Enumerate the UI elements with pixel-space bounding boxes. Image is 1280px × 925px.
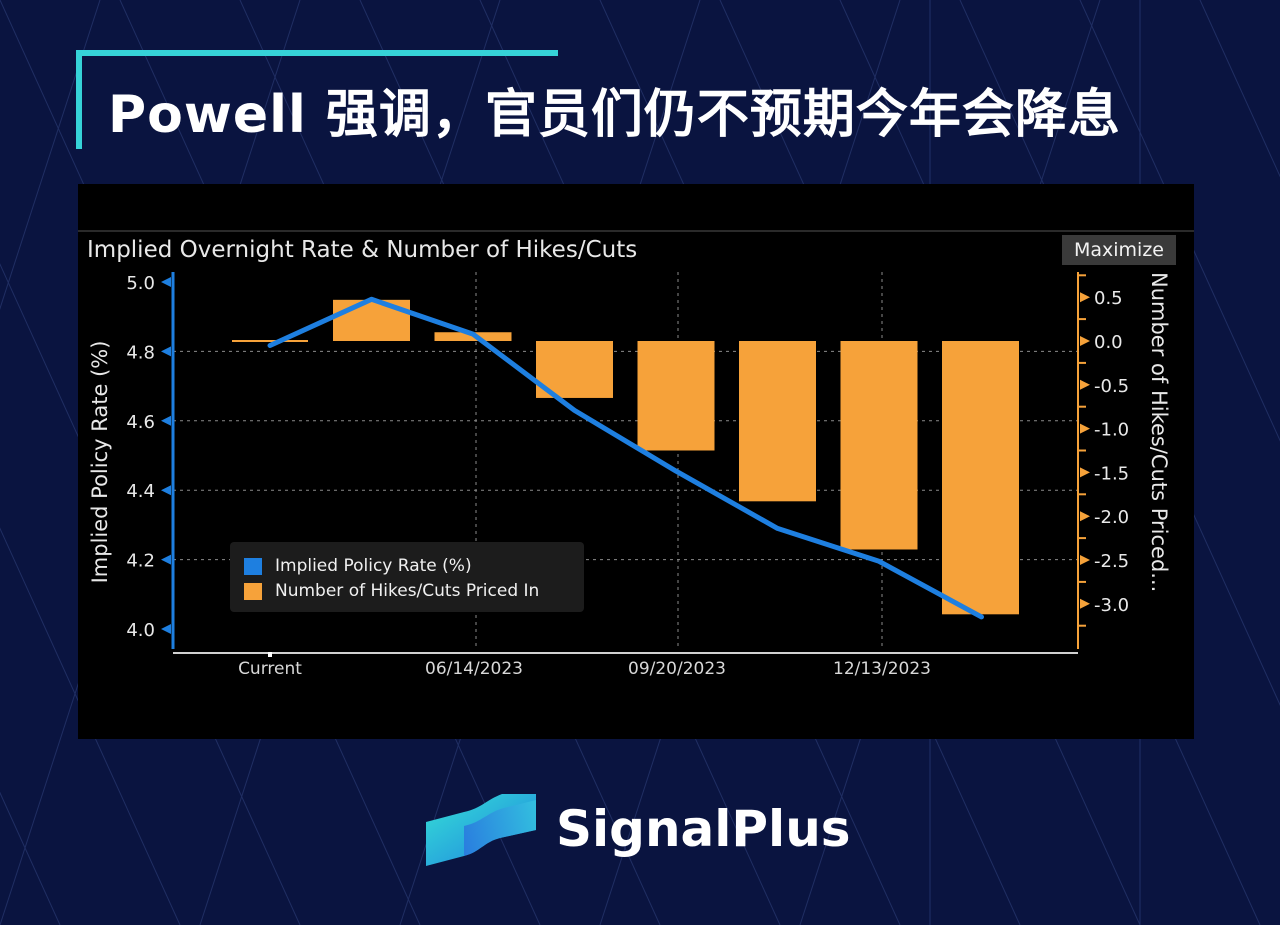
y2-tick-marker [1080,511,1090,522]
maximize-button[interactable]: Maximize [1062,235,1176,265]
title-accent-bar-top [76,50,558,56]
chart-canvas: Implied Overnight Rate & Number of Hikes… [78,230,1194,679]
legend-label-hikes-cuts: Number of Hikes/Cuts Priced In [275,581,540,601]
line-point [573,408,576,412]
chart-panel: Implied Overnight Rate & Number of Hikes… [78,184,1194,739]
chart-legend: Implied Policy Rate (%) Number of Hikes/… [230,542,584,612]
header: Powell 强调，官员们仍不预期今年会降息 [76,50,1236,150]
line-point [471,332,475,336]
x-tick-label: 09/20/2023 [628,659,726,679]
y2-tick-marker [1080,423,1090,434]
x-tick-label: 06/14/2023 [425,659,523,679]
y2-tick-label: -3.0 [1094,595,1129,616]
y-tick-label: 4.0 [126,620,155,641]
x-tick-marker [268,652,272,657]
bar [840,341,918,550]
y-tick-marker [161,624,171,634]
background-line [0,0,101,310]
y-tick-label: 4.8 [126,342,155,363]
y-tick-label: 4.6 [126,412,155,433]
line-point [674,469,678,473]
line-point [776,526,779,530]
background-line [1079,0,1280,442]
line-point [268,344,272,348]
y-tick-label: 5.0 [126,273,155,294]
bar [739,341,816,502]
y2-tick-marker [1080,467,1090,478]
y2-tick-label: 0.5 [1094,288,1123,309]
y2-tick-marker [1080,292,1090,303]
legend-item-policy-rate: Implied Policy Rate (%) [244,555,472,577]
signalplus-logo-icon [426,794,536,866]
line-series-policy-rate [267,296,984,620]
legend-swatch-blue [244,557,262,575]
y-tick-label: 4.2 [126,551,155,572]
y-tick-label: 4.4 [126,481,155,502]
background-line [0,791,61,925]
line-point [370,297,373,301]
bar-series [232,299,1019,615]
title-accent-bar-left [76,50,82,149]
background-line [0,527,181,925]
background-line [1199,0,1280,178]
y2-tick-label: -0.5 [1094,376,1129,397]
bar [232,340,308,342]
line-point [877,559,881,563]
legend-label-policy-rate: Implied Policy Rate (%) [275,556,472,576]
y-axis-left: 5.0 4.8 4.6 4.4 4.2 4.0 Implied Policy Rate (%… [88,272,175,649]
brand-name: SignalPlus [556,800,851,858]
line-points [268,297,983,619]
y-axis-left-title: Implied Policy Rate (%) [88,341,112,584]
y2-tick-label: 0.0 [1094,332,1123,353]
y2-tick-label: -2.0 [1094,507,1129,528]
y2-tick-label: -1.5 [1094,463,1129,484]
line-point [980,615,983,619]
y2-tick-marker [1080,379,1090,390]
y2-tick-label: -2.5 [1094,551,1129,572]
legend-item-hikes-cuts: Number of Hikes/Cuts Priced In [244,580,539,602]
brand-logo: SignalPlus [424,790,864,880]
y-tick-marker [161,277,171,287]
y-axis-right: 0.5 0.0 -0.5 -1.0 -1.5 -2.0 -2.5 -3.0 Number of … [1077,272,1171,649]
y-tick-marker [161,346,171,357]
x-tick-label: Current [238,659,302,679]
bar [637,341,715,451]
y-axis-right-title: Number of Hikes/Cuts Priced... [1147,272,1171,592]
y-tick-marker [161,415,171,426]
bar [942,341,1019,615]
page-title: Powell 强调，官员们仍不预期今年会降息 [108,85,1121,145]
y-tick-marker [161,485,171,496]
y2-tick-marker [1080,598,1090,609]
y2-tick-marker [1080,555,1090,565]
chart-title: Implied Overnight Rate & Number of Hikes… [87,237,637,263]
legend-swatch-orange [244,582,262,600]
y-tick-marker [161,554,171,565]
x-tick-label: 12/13/2023 [833,659,931,679]
y2-tick-label: -1.0 [1094,420,1129,441]
y2-tick-marker [1080,336,1090,346]
x-axis: Current 06/14/2023 09/20/2023 12/13/2023 [173,652,1078,679]
